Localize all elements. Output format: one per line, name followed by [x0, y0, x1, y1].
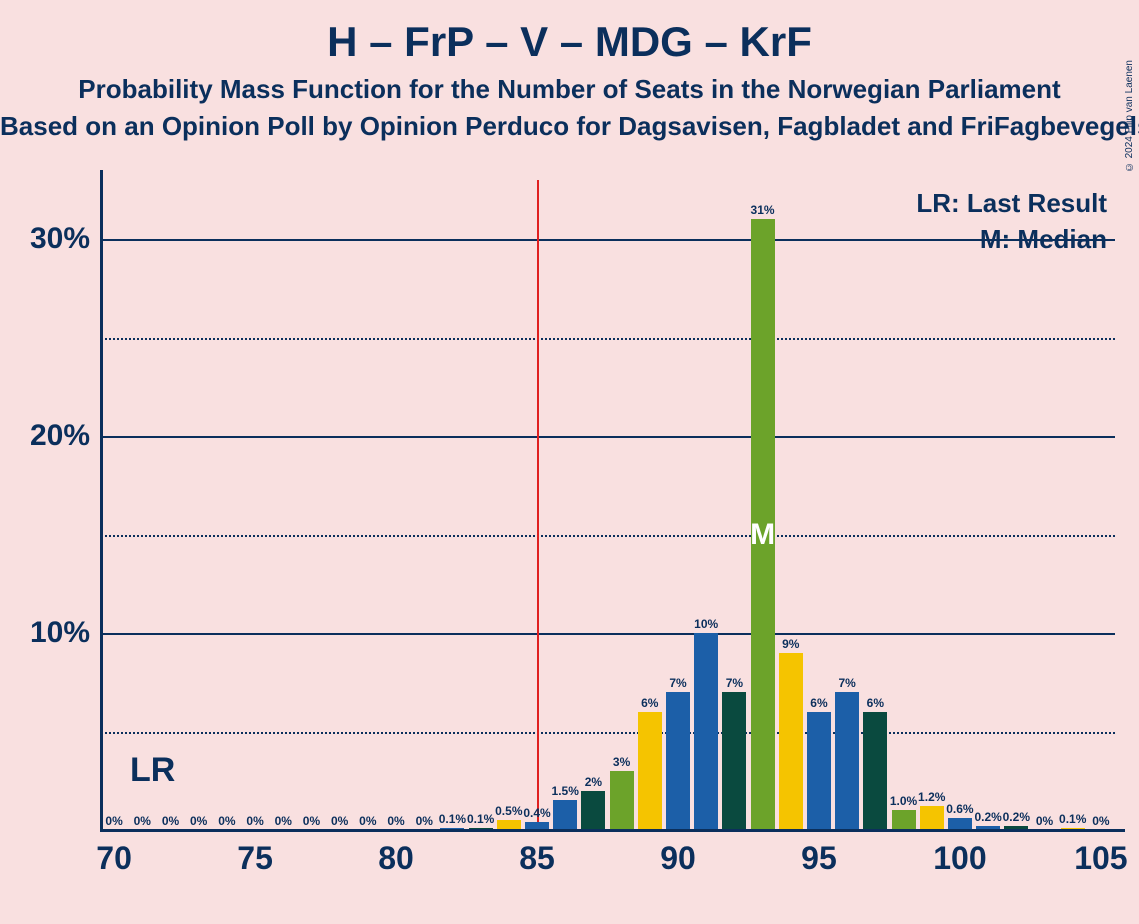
x-tick-label: 70	[96, 840, 132, 877]
bar-value-label: 0%	[387, 814, 404, 828]
x-tick-label: 85	[519, 840, 555, 877]
chart-title: H – FrP – V – MDG – KrF	[0, 18, 1139, 66]
x-tick-label: 95	[801, 840, 837, 877]
chart-container: H – FrP – V – MDG – KrF Probability Mass…	[0, 0, 1139, 924]
lr-label: LR	[130, 751, 175, 790]
bar	[863, 712, 887, 830]
x-tick-label: 105	[1074, 840, 1127, 877]
x-tick-label: 75	[237, 840, 273, 877]
bar-value-label: 1.0%	[890, 794, 917, 808]
legend-lr: LR: Last Result	[916, 188, 1107, 219]
bar	[694, 633, 718, 830]
bar-value-label: 1.2%	[918, 790, 945, 804]
bar	[722, 692, 746, 830]
x-axis	[100, 829, 1125, 832]
bar-value-label: 0%	[416, 814, 433, 828]
bar-value-label: 7%	[726, 676, 743, 690]
bar	[610, 771, 634, 830]
bar	[920, 806, 944, 830]
bar-value-label: 6%	[641, 696, 658, 710]
x-tick-label: 100	[933, 840, 986, 877]
bar-value-label: 7%	[838, 676, 855, 690]
bar-value-label: 31%	[751, 203, 775, 217]
bar-value-label: 0%	[190, 814, 207, 828]
bar-value-label: 0%	[275, 814, 292, 828]
bar-value-label: 0.4%	[523, 806, 550, 820]
x-tick-label: 80	[378, 840, 414, 877]
bar-value-label: 3%	[613, 755, 630, 769]
bar-value-label: 0.1%	[467, 812, 494, 826]
x-tick-label: 90	[660, 840, 696, 877]
bar	[553, 800, 577, 830]
bar-value-label: 0%	[246, 814, 263, 828]
y-tick-label: 20%	[30, 419, 90, 453]
bar-value-label: 0%	[134, 814, 151, 828]
bar-value-label: 7%	[669, 676, 686, 690]
bar-value-label: 9%	[782, 637, 799, 651]
bar	[581, 791, 605, 830]
lr-line	[537, 180, 539, 830]
legend-median: M: Median	[980, 224, 1107, 255]
bar-value-label: 0%	[218, 814, 235, 828]
bar	[807, 712, 831, 830]
y-axis	[100, 170, 103, 830]
bar-value-label: 0.1%	[1059, 812, 1086, 826]
bar-value-label: 0.2%	[1003, 810, 1030, 824]
bar-value-label: 6%	[867, 696, 884, 710]
gridline-minor	[100, 338, 1115, 340]
gridline-minor	[100, 535, 1115, 537]
chart-source: Based on an Opinion Poll by Opinion Perd…	[0, 111, 1139, 142]
bar-value-label: 2%	[585, 775, 602, 789]
chart-subtitle: Probability Mass Function for the Number…	[0, 74, 1139, 105]
bar-value-label: 0.2%	[974, 810, 1001, 824]
bar-value-label: 0%	[1092, 814, 1109, 828]
bar-value-label: 0%	[331, 814, 348, 828]
y-tick-label: 30%	[30, 222, 90, 256]
bar-value-label: 6%	[810, 696, 827, 710]
gridline-minor	[100, 732, 1115, 734]
bar-value-label: 0.1%	[439, 812, 466, 826]
gridline-major	[100, 239, 1115, 241]
bar	[666, 692, 690, 830]
bar-value-label: 0%	[162, 814, 179, 828]
median-marker: M	[750, 518, 775, 552]
bar-value-label: 10%	[694, 617, 718, 631]
copyright-text: © 2024 Filip van Laenen	[1124, 60, 1135, 172]
bar-value-label: 0%	[303, 814, 320, 828]
bar-value-label: 0%	[1036, 814, 1053, 828]
bar-value-label: 1.5%	[552, 784, 579, 798]
bar	[779, 653, 803, 830]
bar-value-label: 0.5%	[495, 804, 522, 818]
bar-value-label: 0%	[105, 814, 122, 828]
gridline-major	[100, 436, 1115, 438]
bar-value-label: 0.6%	[946, 802, 973, 816]
bar	[835, 692, 859, 830]
bar-value-label: 0%	[359, 814, 376, 828]
y-tick-label: 10%	[30, 616, 90, 650]
gridline-major	[100, 633, 1115, 635]
plot-area: 10%20%30%0%0%0%0%0%0%0%0%0%0%0%0%0.1%0.1…	[100, 180, 1115, 830]
bar	[892, 810, 916, 830]
bar	[638, 712, 662, 830]
